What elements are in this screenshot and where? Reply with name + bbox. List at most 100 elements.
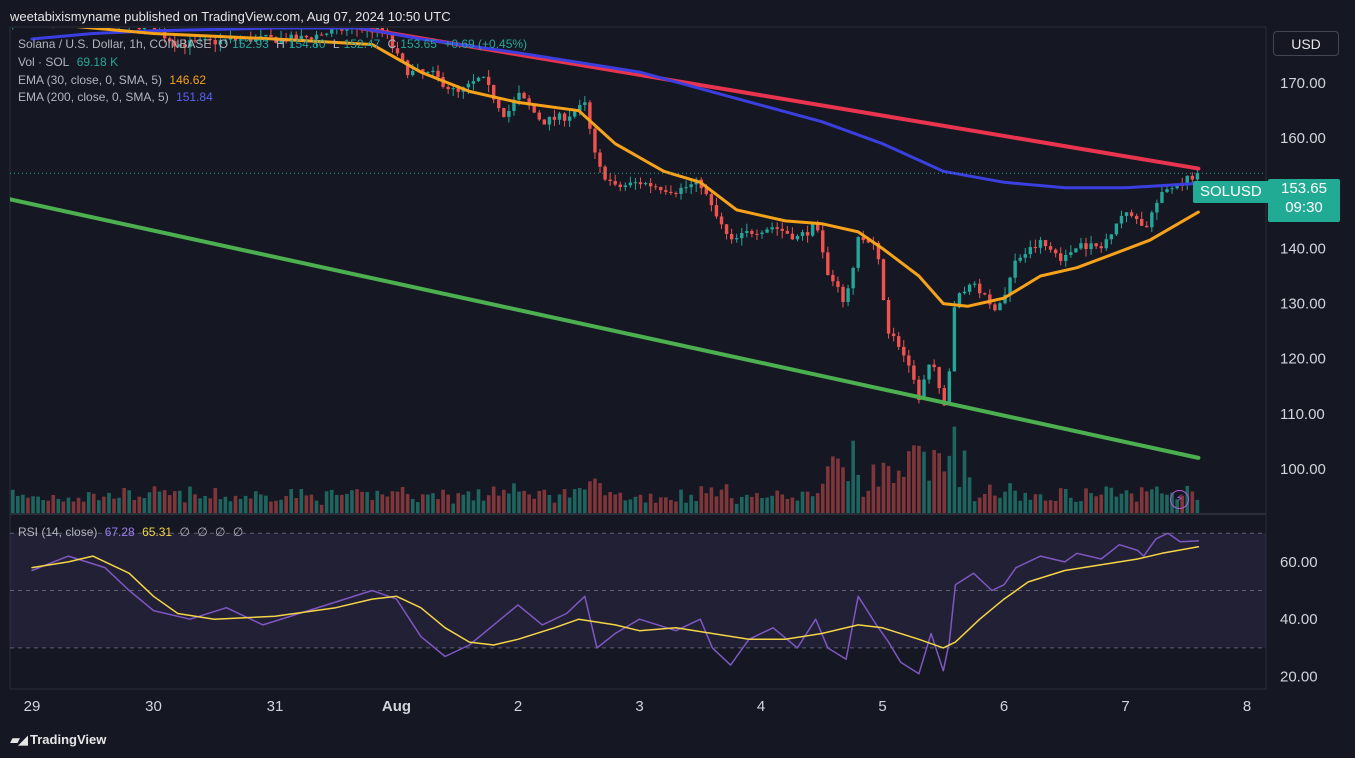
candle-body [1099,246,1103,249]
volume-bar [694,501,698,513]
lightning-icon[interactable]: ⚡ [1170,490,1189,509]
candle-body [1155,202,1159,213]
volume-bar [6,499,10,513]
candle-body [436,70,440,78]
candle-body [745,230,749,234]
volume-bar [1074,501,1078,513]
candle-body [456,88,460,92]
candle-body [795,235,800,240]
volume-bar [770,495,774,513]
volume-bar [132,500,137,513]
candle-body [431,70,435,73]
volume-bar [638,494,643,513]
ema200-value: 151.84 [176,90,213,104]
volume-bar [653,502,658,513]
legend-open: 152.93 [232,37,269,51]
volume-bar [851,440,855,513]
candle-body [233,38,238,41]
volume-bar [755,493,759,513]
candle-body [1074,248,1078,253]
candle-body [168,38,172,42]
volume-bar [178,490,182,513]
candle-body [148,24,151,25]
volume-bar [1084,488,1088,513]
currency-button[interactable]: USD [1273,31,1339,56]
candle-body [593,128,597,153]
volume-bar [10,489,15,513]
volume-bar [491,486,496,513]
volume-bar [86,492,91,513]
candle-body [1084,243,1088,250]
volume-bar [719,489,724,513]
candle-body [1124,212,1129,216]
time-tick-label: 6 [1000,698,1008,715]
volume-bar [400,486,405,513]
candle-body [395,48,400,54]
candle-body [729,233,734,240]
candle-body [1165,189,1169,193]
tradingview-logo-icon: ▰◢ [10,732,28,747]
volume-bar [1099,494,1103,513]
volume-bar [147,492,152,513]
volume-bar [876,486,881,513]
candle-body [1008,277,1012,295]
price-tick-label: 120.00 [1280,351,1326,368]
volume-legend[interactable]: Vol · SOL 69.18 K [18,55,119,69]
candle-body [1048,246,1053,250]
time-tick-label: Aug [382,698,411,715]
ema30-value: 146.62 [169,73,207,87]
candle-body [927,364,931,380]
trendline-lower [10,197,1201,460]
volume-bar [522,490,526,513]
rsi-tick-label: 60.00 [1280,554,1318,571]
candle-body [967,284,972,292]
volume-bar [820,483,825,513]
candle-body [654,186,658,188]
volume-bar [502,489,506,513]
volume-bar [861,496,866,513]
candle-body [846,288,850,302]
volume-bar [71,501,76,513]
volume-bar [583,489,587,513]
candle-body [1140,218,1144,226]
candle-body [613,181,617,185]
candle-body [527,98,531,106]
volume-bar [1114,496,1119,513]
candle-body [193,40,197,42]
volume-bar [805,491,810,513]
candle-body [735,238,739,240]
volume-bar [658,497,663,513]
volume-bar [785,498,790,513]
volume-bar [51,494,56,513]
candle-body [598,152,602,167]
ema30-legend[interactable]: EMA (30, close, 0, SMA, 5) 146.62 [18,73,207,87]
tradingview-logo[interactable]: ▰◢ TradingView [10,732,106,748]
volume-bar [962,450,967,513]
volume-bar [91,493,96,513]
rsi-legend[interactable]: RSI (14, close) 67.28 65.31 ∅ ∅ ∅ ∅ [18,525,244,539]
volume-bar [562,489,567,513]
candle-body [249,37,253,42]
legend-close: 153.65 [400,37,437,51]
main-series-legend[interactable]: Solana / U.S. Dollar, 1h, COINBASE O 152.… [18,37,528,51]
volume-bar [1033,494,1038,513]
volume-bar [390,491,395,513]
ema200-legend[interactable]: EMA (200, close, 0, SMA, 5) 151.84 [18,90,213,104]
candle-body [1053,249,1058,254]
volume-bar [967,477,972,513]
volume-bar [213,487,218,513]
time-tick-label: 4 [757,698,765,715]
candle-body [664,190,668,192]
candle-body [932,364,936,368]
volume-bar [142,498,147,513]
volume-bar [1069,497,1073,513]
volume-bar [577,488,582,513]
price-tick-label: 130.00 [1280,296,1326,313]
candle-body [947,371,952,406]
volume-bar [456,493,461,513]
volume-bar [557,494,562,513]
candle-body [173,41,177,47]
rsi-tick-label: 20.00 [1280,669,1318,686]
volume-bar [238,498,243,513]
